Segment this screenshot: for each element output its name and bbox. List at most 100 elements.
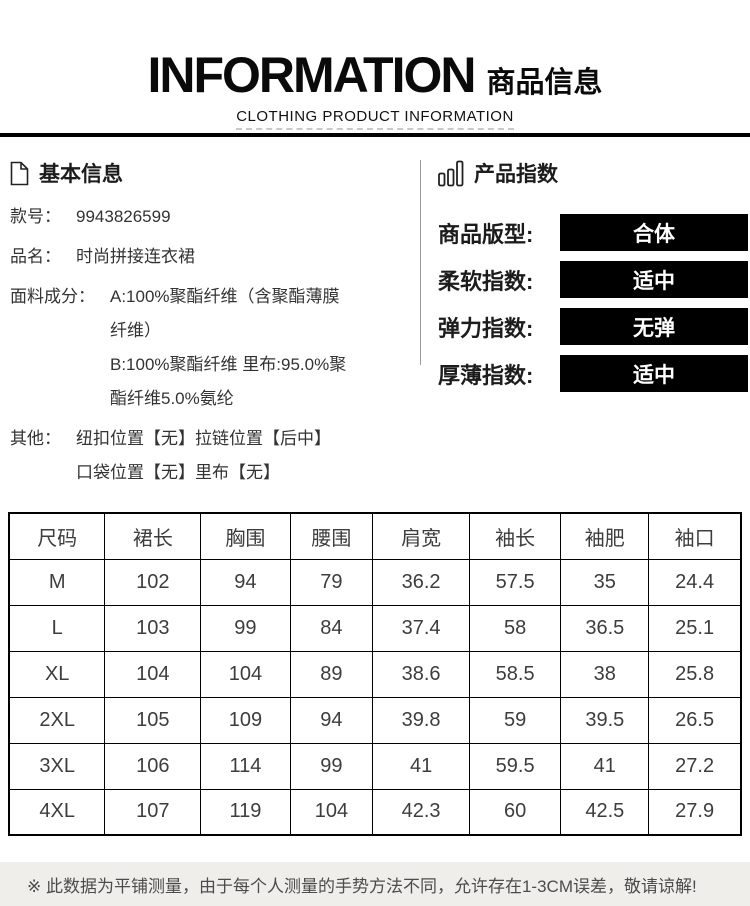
table-cell: 37.4 [372, 604, 470, 652]
table-cell: 36.2 [372, 558, 470, 606]
footer-bar: ※ 此数据为平铺测量，由于每个人测量的手势方法不同，允许存在1-3CM误差，敬请… [0, 862, 750, 906]
page-title: INFORMATION 商品信息 [0, 46, 750, 104]
size-cell: L [8, 604, 106, 652]
table-header-cell: 胸围 [200, 512, 291, 560]
table-cell: 94 [200, 558, 291, 606]
table-row: 4XL 107 119 104 42.3 60 42.5 27.9 [8, 788, 742, 836]
size-cell: M [8, 558, 106, 606]
table-row: XL 104 104 89 38.6 58.5 38 25.8 [8, 650, 742, 698]
info-label: 面料成分： [10, 287, 95, 306]
table-cell: 89 [289, 650, 374, 698]
product-index-section: 产品指数 商品版型: 合体 柔软指数: 适中 弹力指数: 无弹 厚薄指数: 适中 [438, 158, 748, 402]
info-label: 款号： [10, 207, 61, 226]
table-cell: 41 [560, 742, 650, 790]
index-row-softness: 柔软指数: 适中 [438, 261, 748, 298]
table-cell: 57.5 [468, 558, 562, 606]
index-badge: 合体 [560, 214, 748, 251]
info-value-line: 纤维） [110, 321, 161, 340]
table-cell: 36.5 [560, 604, 650, 652]
info-value-line: A:100%聚酯纤维（含聚酯薄膜 [110, 287, 340, 306]
table-cell: 42.5 [560, 788, 650, 836]
table-cell: 109 [200, 696, 291, 744]
table-row: 3XL 106 114 99 41 59.5 41 27.2 [8, 742, 742, 790]
table-cell: 38 [560, 650, 650, 698]
table-cell: 24.4 [648, 558, 742, 606]
table-cell: 103 [104, 604, 202, 652]
table-cell: 58 [468, 604, 562, 652]
table-cell: 99 [200, 604, 291, 652]
table-cell: 114 [200, 742, 291, 790]
table-cell: 27.2 [648, 742, 742, 790]
size-table-section: 尺码 裙长 胸围 腰围 肩宽 袖长 袖肥 袖口 M 102 94 79 36.2 57.5… [8, 512, 742, 836]
table-row: M 102 94 79 36.2 57.5 35 24.4 [8, 558, 742, 606]
size-cell: 3XL [8, 742, 106, 790]
table-cell: 41 [372, 742, 470, 790]
table-row: 2XL 105 109 94 39.8 59 39.5 26.5 [8, 696, 742, 744]
table-header-cell: 尺码 [8, 512, 106, 560]
table-cell: 42.3 [372, 788, 470, 836]
table-cell: 60 [468, 788, 562, 836]
footer-note: ※ 此数据为平铺测量，由于每个人测量的手势方法不同，允许存在1-3CM误差，敬请… [27, 876, 697, 896]
basic-info-title: 基本信息 [39, 163, 123, 186]
title-english: INFORMATION [147, 47, 476, 103]
index-label: 厚薄指数: [438, 362, 534, 388]
table-cell: 104 [104, 650, 202, 698]
table-row: L 103 99 84 37.4 58 36.5 25.1 [8, 604, 742, 652]
table-cell: 39.8 [372, 696, 470, 744]
table-cell: 39.5 [560, 696, 650, 744]
size-cell: 2XL [8, 696, 106, 744]
info-value-line: 酯纤维5.0%氨纶 [110, 389, 234, 408]
table-header-cell: 袖长 [468, 512, 562, 560]
table-header-cell: 裙长 [104, 512, 202, 560]
table-cell: 107 [104, 788, 202, 836]
info-row-fabric: 面料成分： A:100%聚酯纤维（含聚酯薄膜 纤维） B:100%聚酯纤维 里布… [10, 280, 414, 416]
table-cell: 35 [560, 558, 650, 606]
table-header-cell: 腰围 [289, 512, 374, 560]
table-cell: 104 [289, 788, 374, 836]
table-cell: 25.8 [648, 650, 742, 698]
size-cell: 4XL [8, 788, 106, 836]
info-value-line: 口袋位置【无】里布【无】 [76, 463, 280, 482]
index-row-elasticity: 弹力指数: 无弹 [438, 308, 748, 345]
product-index-heading: 产品指数 [438, 158, 748, 188]
size-table: 尺码 裙长 胸围 腰围 肩宽 袖长 袖肥 袖口 M 102 94 79 36.2 57.5… [8, 512, 742, 836]
table-header-row: 尺码 裙长 胸围 腰围 肩宽 袖长 袖肥 袖口 [8, 512, 742, 560]
table-cell: 99 [289, 742, 374, 790]
table-cell: 102 [104, 558, 202, 606]
table-cell: 38.6 [372, 650, 470, 698]
table-cell: 27.9 [648, 788, 742, 836]
info-row-product-name: 品名： 时尚拼接连衣裙 [10, 240, 414, 274]
table-cell: 84 [289, 604, 374, 652]
table-cell: 59.5 [468, 742, 562, 790]
table-cell: 59 [468, 696, 562, 744]
index-row-fit: 商品版型: 合体 [438, 214, 748, 251]
index-badge: 无弹 [560, 308, 748, 345]
info-value-line: 纽扣位置【无】拉链位置【后中】 [76, 429, 331, 448]
table-cell: 105 [104, 696, 202, 744]
table-cell: 104 [200, 650, 291, 698]
column-divider [420, 160, 421, 365]
table-header-cell: 肩宽 [372, 512, 470, 560]
document-icon [10, 161, 29, 186]
table-header-cell: 袖肥 [560, 512, 650, 560]
index-label: 弹力指数: [438, 315, 534, 341]
size-cell: XL [8, 650, 106, 698]
page-subtitle-row: CLOTHING PRODUCT INFORMATION [0, 108, 750, 130]
size-table-body: M 102 94 79 36.2 57.5 35 24.4 L 103 99 84 37.4 58 36.5… [8, 558, 742, 836]
info-value-line: B:100%聚酯纤维 里布:95.0%聚 [110, 355, 347, 374]
table-cell: 58.5 [468, 650, 562, 698]
table-header-cell: 袖口 [648, 512, 742, 560]
index-label: 商品版型: [438, 221, 534, 247]
table-cell: 25.1 [648, 604, 742, 652]
info-label: 其他： [10, 429, 61, 448]
table-cell: 79 [289, 558, 374, 606]
table-cell: 119 [200, 788, 291, 836]
basic-info-heading: 基本信息 [10, 158, 414, 188]
header-divider-bar [0, 133, 750, 137]
info-label: 品名： [10, 247, 61, 266]
basic-info-section: 基本信息 款号： 9943826599 品名： 时尚拼接连衣裙 面料成分： A:… [10, 158, 414, 496]
table-cell: 94 [289, 696, 374, 744]
index-row-thickness: 厚薄指数: 适中 [438, 355, 748, 392]
table-cell: 106 [104, 742, 202, 790]
info-row-model-number: 款号： 9943826599 [10, 200, 414, 234]
